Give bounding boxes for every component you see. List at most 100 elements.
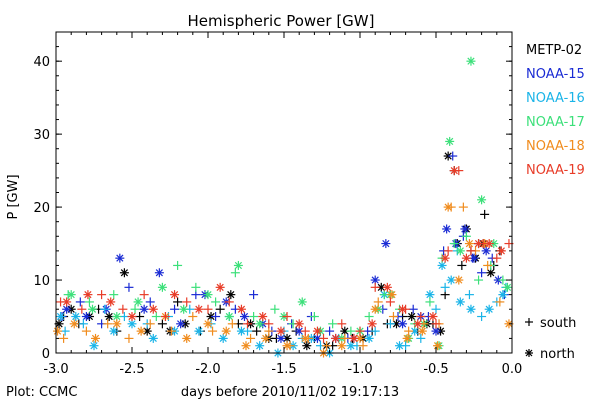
chart-title: Hemispheric Power [GW] <box>188 12 375 30</box>
data-point-north <box>484 304 494 314</box>
data-point-north <box>276 326 286 336</box>
data-point-north <box>261 333 271 343</box>
data-point-south <box>139 290 149 300</box>
data-point-south <box>81 326 91 336</box>
data-point-south <box>77 304 87 314</box>
data-point-north <box>255 341 265 351</box>
data-point-south <box>84 297 94 307</box>
data-point-north <box>133 297 143 307</box>
data-point-south <box>59 333 69 343</box>
data-point-north <box>179 304 189 314</box>
data-point-north <box>148 304 158 314</box>
data-point-south <box>355 326 365 336</box>
data-point-north <box>466 56 476 66</box>
data-point-north <box>300 333 310 343</box>
x-tick-label: -2.5 <box>119 362 144 377</box>
data-point-north <box>312 326 322 336</box>
data-point-south <box>495 297 505 307</box>
data-point-south <box>215 304 225 314</box>
data-point-south <box>118 304 128 314</box>
data-point-north <box>484 239 494 249</box>
data-point-south <box>498 275 508 285</box>
data-point-south <box>404 326 414 336</box>
data-point-south <box>243 319 253 329</box>
data-point-south <box>103 319 113 329</box>
data-point-south <box>388 312 398 322</box>
data-point-north <box>402 333 412 343</box>
data-point-north <box>407 312 417 322</box>
data-point-south <box>188 312 198 322</box>
data-point-north <box>282 341 292 351</box>
data-point-north <box>466 304 476 314</box>
data-point-south <box>464 290 474 300</box>
data-point-north <box>455 246 465 256</box>
plot-credit: Plot: CCMC <box>6 385 77 400</box>
data-point-south <box>191 282 201 292</box>
data-point-north <box>428 312 438 322</box>
data-point-south <box>364 312 374 322</box>
data-point-south <box>340 333 350 343</box>
data-point-north <box>127 319 137 329</box>
data-point-south <box>443 246 453 256</box>
data-point-north <box>71 312 81 322</box>
data-point-south <box>208 326 218 336</box>
data-point-south <box>385 319 395 329</box>
data-point-south <box>337 319 347 329</box>
data-point-north <box>221 326 231 336</box>
data-point-north <box>294 319 304 329</box>
data-point-south <box>322 341 332 351</box>
data-point-north <box>81 312 91 322</box>
data-point-north <box>440 253 450 263</box>
data-point-south <box>309 312 319 322</box>
data-point-north <box>53 326 63 336</box>
data-point-south <box>385 297 395 307</box>
data-point-south <box>492 253 502 263</box>
data-point-north <box>446 275 456 285</box>
data-point-north <box>413 319 423 329</box>
plot-frame <box>55 31 513 354</box>
x-tick-label: -1.5 <box>271 362 296 377</box>
data-point-north <box>302 341 312 351</box>
legend-south-marker <box>525 318 533 326</box>
y-tick-label: 40 <box>33 55 50 70</box>
data-point-south <box>100 304 110 314</box>
data-point-north <box>127 312 137 322</box>
data-points <box>53 56 514 358</box>
legend-north-label: north <box>540 347 575 362</box>
y-tick-label: 20 <box>33 201 50 216</box>
data-point-north <box>387 290 397 300</box>
data-point-south <box>78 319 88 329</box>
data-point-south <box>224 297 234 307</box>
data-point-north <box>203 290 213 300</box>
data-point-south <box>249 290 259 300</box>
data-point-south <box>416 312 426 322</box>
data-point-south <box>145 297 155 307</box>
data-point-south <box>373 297 383 307</box>
data-point-north <box>83 290 93 300</box>
data-point-south <box>167 326 177 336</box>
data-point-south <box>135 312 145 322</box>
data-point-south <box>474 275 484 285</box>
data-point-north <box>115 253 125 263</box>
data-point-south <box>124 333 134 343</box>
data-point-north <box>481 246 491 256</box>
data-point-north <box>236 326 246 336</box>
data-point-north <box>106 297 116 307</box>
data-point-south <box>449 239 459 249</box>
legend-item: METP-02 <box>526 43 582 58</box>
data-point-south <box>325 326 335 336</box>
data-point-south <box>408 304 418 314</box>
data-point-south <box>319 333 329 343</box>
data-point-south <box>328 319 338 329</box>
data-point-north <box>398 304 408 314</box>
data-point-north <box>496 246 506 256</box>
data-point-north <box>56 312 66 322</box>
data-point-north <box>431 326 441 336</box>
data-point-north <box>455 297 465 307</box>
data-point-south <box>119 312 129 322</box>
data-point-south <box>170 304 180 314</box>
data-point-south <box>370 326 380 336</box>
data-point-north <box>236 304 246 314</box>
data-point-north <box>157 282 167 292</box>
